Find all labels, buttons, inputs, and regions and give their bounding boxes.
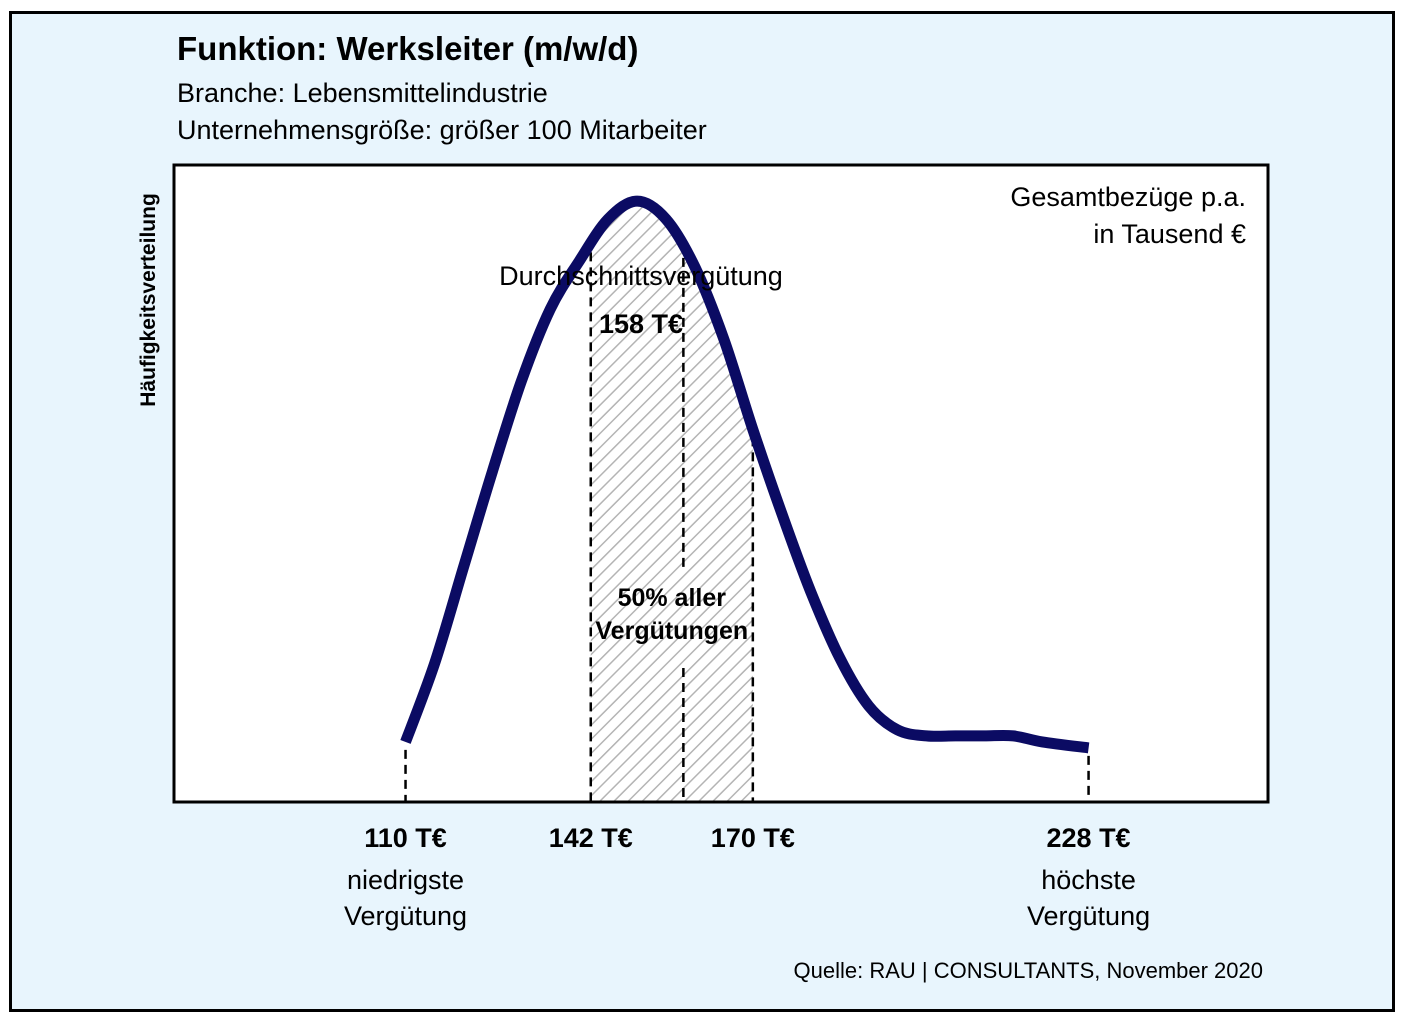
x-tick-desc-3-2: Vergütung: [1027, 901, 1150, 931]
plot-border: [172, 163, 1270, 804]
source-note: Quelle: RAU | CONSULTANTS, November 2020: [793, 958, 1264, 983]
x-tick-label-3: 228 T€: [1047, 823, 1131, 853]
x-tick-label-1: 142 T€: [549, 823, 633, 853]
iqr-label-line-1: 50% aller: [618, 584, 727, 612]
distribution-curve: [400, 195, 1090, 754]
x-tick-desc-3-1: höchste: [1041, 865, 1136, 895]
unit-label-line-2: in Tausend €: [1093, 219, 1246, 249]
x-tick-desc-0-2: Vergütung: [344, 901, 467, 931]
iqr-label-line-2: Vergütungen: [595, 617, 748, 645]
unit-label-line-1: Gesamtbezüge p.a.: [1010, 182, 1246, 212]
x-tick-label-2: 170 T€: [711, 823, 795, 853]
x-tick-desc-0-1: niedrigste: [347, 865, 464, 895]
average-label: Durchschnittsvergütung: [499, 261, 783, 291]
subtitle-company-size: Unternehmensgröße: größer 100 Mitarbeite…: [177, 115, 707, 145]
average-value-label: 158 T€: [599, 309, 683, 339]
y-axis-label: Häufigkeitsverteilung: [137, 193, 160, 407]
x-tick-label-0: 110 T€: [364, 823, 447, 853]
interquartile-hatch: [590, 201, 753, 802]
chart-title: Funktion: Werksleiter (m/w/d): [177, 30, 639, 67]
subtitle-industry: Branche: Lebensmittelindustrie: [177, 78, 548, 108]
